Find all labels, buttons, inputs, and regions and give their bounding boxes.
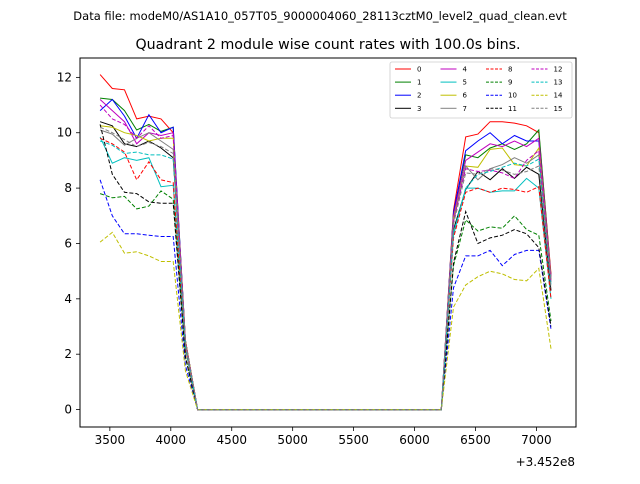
series-line-10 (99, 179, 552, 411)
legend-label-1: 1 (417, 79, 421, 87)
legend-label-10: 10 (508, 92, 517, 100)
legend-label-11: 11 (508, 105, 517, 113)
y-tick-label: 2 (64, 347, 72, 361)
x-tick-label: 5500 (338, 433, 369, 447)
series-line-9 (99, 190, 552, 411)
x-tick-label: 3500 (95, 433, 126, 447)
y-tick-label: 4 (64, 292, 72, 306)
legend-label-4: 4 (463, 66, 468, 74)
series-line-11 (99, 124, 552, 411)
legend-label-13: 13 (554, 79, 563, 87)
x-tick-label: 5000 (277, 433, 308, 447)
y-tick-label: 0 (64, 403, 72, 417)
series-line-3 (99, 121, 552, 411)
y-tick-label: 8 (64, 181, 72, 195)
x-tick-label: 4000 (156, 433, 187, 447)
x-tick-label: 4500 (216, 433, 247, 447)
figure-suptitle: Data file: modeM0/AS1A10_057T05_90000040… (73, 9, 567, 23)
series-line-15 (99, 126, 552, 411)
legend-label-2: 2 (417, 92, 421, 100)
series-line-0 (99, 74, 552, 411)
legend-label-5: 5 (463, 79, 467, 87)
series-line-7 (99, 129, 552, 411)
x-axis-offset-label: +3.452e8 (516, 455, 575, 469)
chart-title: Quadrant 2 module wise count rates with … (135, 37, 520, 53)
y-tick-label: 10 (57, 126, 72, 140)
legend-label-0: 0 (417, 66, 421, 74)
series-layer (99, 74, 552, 411)
legend-frame (389, 61, 573, 119)
legend-label-14: 14 (554, 92, 563, 100)
legend-label-12: 12 (554, 66, 563, 74)
series-line-5 (99, 136, 552, 411)
legend-label-9: 9 (508, 79, 512, 87)
x-tick-label: 7000 (521, 433, 552, 447)
y-tick-label: 6 (64, 236, 72, 250)
legend-label-3: 3 (417, 105, 421, 113)
legend-label-15: 15 (554, 105, 563, 113)
series-line-6 (100, 125, 552, 411)
series-line-14 (99, 231, 552, 411)
axes-layer: 3500 4000 4500 5000 5500 6000 6500 700002468101… (57, 57, 577, 447)
series-line-8 (99, 137, 552, 411)
y-tick-label: 12 (57, 70, 72, 84)
legend-label-7: 7 (463, 105, 467, 113)
x-tick-label: 6500 (460, 433, 491, 447)
legend-label-6: 6 (463, 92, 468, 100)
x-tick-label: 6000 (399, 433, 430, 447)
plot-frame (79, 57, 577, 428)
legend-label-8: 8 (508, 66, 512, 74)
